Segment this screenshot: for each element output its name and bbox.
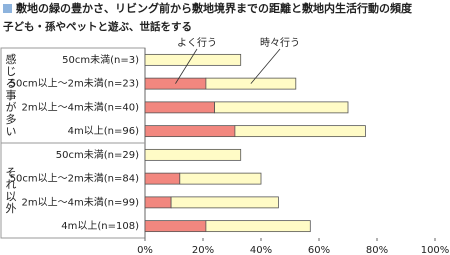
x-tick-label: 60% — [308, 245, 330, 255]
x-tick-label: 100% — [421, 245, 450, 255]
x-tick-label: 80% — [366, 245, 388, 255]
legend-label: 時々行う — [260, 36, 300, 49]
bar-segment — [234, 125, 366, 138]
bar-segment — [144, 125, 236, 138]
title-icon — [3, 4, 12, 13]
bar-segment — [144, 148, 242, 161]
y-tick-label: 50cm以上〜2m未満(n=84) — [10, 173, 139, 185]
y-tick-label: 2m以上〜4m未満(n=40) — [22, 101, 140, 113]
x-tick-label: 40% — [250, 245, 272, 255]
bar-segment — [170, 196, 279, 209]
bar-segment — [144, 220, 207, 233]
bar-segment — [205, 77, 297, 90]
legend-leader — [175, 48, 198, 84]
bar-segment — [214, 101, 349, 114]
chart-subtitle: 子ども・孫やペットと遊ぶ、世話をする — [3, 20, 192, 33]
y-tick-label: 50cm未満(n=29) — [56, 149, 139, 161]
y-tick-label: 50cm以上〜2m未満(n=23) — [10, 78, 139, 90]
x-tick-label: 20% — [192, 245, 214, 255]
bar-segment — [205, 220, 311, 233]
chart-title: 敷地の緑の豊かさ、リビング前から敷地境界までの距離と敷地内生活行動の頻度 — [16, 1, 413, 15]
x-tick-label: 0% — [137, 245, 153, 255]
y-tick-label: 50cm未満(n=3) — [62, 54, 139, 66]
y-tick-label: 4m以上(n=96) — [68, 125, 139, 137]
bar-segment — [144, 101, 215, 114]
legend-label: よく行う — [177, 36, 217, 49]
group-label: 感じる事が多い — [4, 53, 17, 137]
group-label: それ以外 — [4, 167, 17, 215]
bar-segment — [179, 172, 262, 185]
bar-segment — [144, 196, 172, 209]
legend-leader — [250, 48, 281, 84]
bar-segment — [144, 53, 242, 66]
y-tick-label: 4m以上(n=108) — [61, 220, 139, 232]
y-tick-label: 2m以上〜4m未満(n=99) — [22, 196, 140, 208]
bar-segment — [144, 172, 181, 185]
